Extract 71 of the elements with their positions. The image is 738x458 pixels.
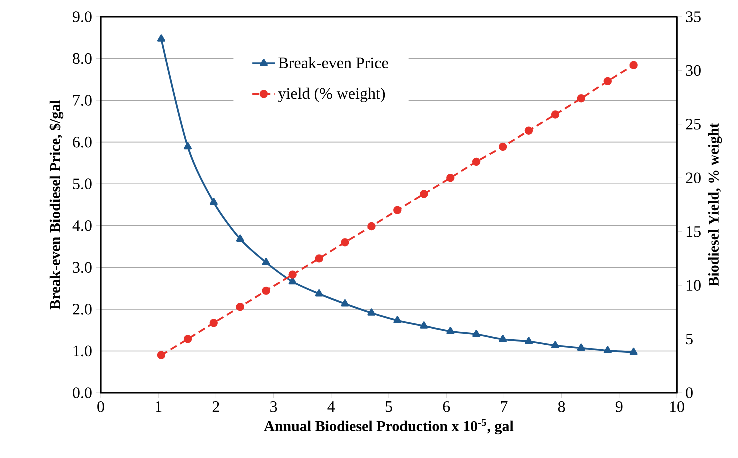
point — [184, 335, 192, 344]
y-tick-label: 7.0 — [74, 95, 92, 106]
y-tick-label: 2.0 — [73, 304, 92, 315]
point — [577, 94, 586, 103]
legend-label: yield (% weight) — [278, 88, 386, 102]
point — [184, 142, 192, 150]
point — [394, 316, 402, 324]
point — [446, 174, 455, 182]
point — [210, 319, 218, 328]
x-tick-label: 4 — [328, 402, 336, 412]
y-tick-label: 3.0 — [73, 262, 92, 274]
y2-tick-label: 20 — [686, 172, 701, 184]
point — [420, 190, 428, 198]
point — [630, 348, 638, 356]
y-tick-label: 6.0 — [73, 136, 92, 148]
y-tick-label: 4.0 — [72, 220, 92, 232]
point — [157, 351, 166, 360]
x-tick-label: 5 — [386, 402, 392, 412]
point — [315, 254, 324, 263]
point — [551, 341, 560, 348]
x-tick-label: 7 — [501, 402, 508, 412]
y-tick-label: 0.0 — [73, 388, 92, 398]
x-tick-label: 1 — [156, 402, 162, 412]
point — [288, 270, 297, 279]
point — [420, 322, 428, 329]
point — [577, 344, 586, 351]
x-tick-label: 10 — [670, 402, 684, 412]
x-tick-label: 8 — [558, 402, 566, 412]
point — [157, 34, 166, 42]
point — [551, 110, 560, 119]
point — [446, 327, 455, 334]
point — [368, 222, 376, 231]
point — [394, 206, 402, 214]
x-axis-title: Annual Biodiesel Production x 10$^{-5}$, gal — [264, 419, 514, 435]
legend-label: Break-even Price — [278, 57, 388, 69]
y2-tick-label: 0 — [686, 388, 693, 398]
point — [368, 308, 376, 316]
point — [341, 300, 350, 307]
y2-tick-label: 25 — [686, 119, 701, 130]
point — [315, 289, 324, 297]
point — [604, 77, 612, 86]
y-axis-title: Break-even Biodiesel Price, $/gal — [49, 100, 64, 310]
y-tick-label: 5.0 — [73, 178, 92, 190]
y2-tick-label: 30 — [686, 65, 701, 76]
point — [499, 335, 508, 342]
y2-axis-title: Biodiesel Yield, % weight — [708, 123, 722, 287]
point — [498, 142, 508, 152]
point — [524, 126, 534, 135]
y2-tick-label: 35 — [686, 12, 701, 22]
point — [524, 337, 533, 344]
point — [236, 302, 244, 312]
x-tick-label: 3 — [270, 402, 278, 412]
point — [472, 330, 481, 338]
y-tick-label: 9.0 — [72, 12, 92, 22]
point — [262, 286, 270, 296]
y2-tick-label: 5 — [686, 334, 693, 345]
x-tick-label: 2 — [212, 402, 220, 412]
y2-tick-label: 15 — [686, 226, 701, 238]
point — [630, 61, 638, 70]
x-tick-label: 6 — [443, 402, 450, 412]
point — [262, 258, 270, 266]
point — [472, 158, 481, 166]
x-tick-label: 0 — [98, 402, 104, 412]
point — [236, 234, 244, 242]
point — [341, 238, 350, 247]
point — [604, 346, 612, 354]
point — [210, 198, 218, 206]
y-tick-label: 1.0 — [74, 346, 92, 357]
y-tick-label: 8.0 — [73, 53, 92, 64]
y2-tick-label: 10 — [686, 280, 701, 291]
x-tick-label: 9 — [616, 402, 623, 412]
